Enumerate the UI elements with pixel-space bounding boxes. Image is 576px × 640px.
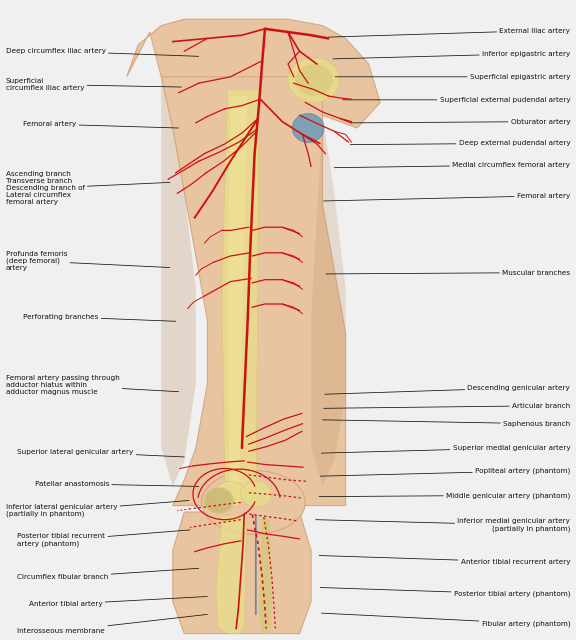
Text: Profunda femoris
(deep femoral)
artery: Profunda femoris (deep femoral) artery: [6, 251, 170, 271]
Polygon shape: [259, 518, 272, 634]
Text: Superior lateral genicular artery: Superior lateral genicular artery: [17, 449, 184, 457]
Polygon shape: [173, 512, 311, 634]
Text: Posterior tibial artery (phantom): Posterior tibial artery (phantom): [320, 588, 570, 597]
Text: Middle genicular artery (phantom): Middle genicular artery (phantom): [319, 492, 570, 499]
Text: Deep circumflex iliac artery: Deep circumflex iliac artery: [6, 48, 199, 56]
Text: Femoral artery passing through
adductor hiatus within
adductor magnus muscle: Femoral artery passing through adductor …: [6, 375, 179, 396]
Text: Patellar anastomosis: Patellar anastomosis: [35, 481, 199, 487]
Text: Popliteal artery (phantom): Popliteal artery (phantom): [320, 468, 570, 476]
Ellipse shape: [293, 114, 324, 143]
Text: Obturator artery: Obturator artery: [351, 118, 570, 125]
Ellipse shape: [202, 470, 305, 534]
Ellipse shape: [214, 481, 247, 507]
Text: Superior medial genicular artery: Superior medial genicular artery: [321, 445, 570, 453]
Polygon shape: [311, 115, 346, 486]
Text: Inferior epigastric artery: Inferior epigastric artery: [333, 51, 570, 59]
Polygon shape: [222, 90, 259, 499]
Polygon shape: [161, 77, 196, 486]
Text: Femoral artery: Femoral artery: [324, 193, 570, 201]
Text: Superficial epigastric artery: Superficial epigastric artery: [335, 74, 570, 80]
Ellipse shape: [288, 58, 340, 102]
Text: Fibular artery (phantom): Fibular artery (phantom): [321, 613, 570, 627]
Text: Inferior medial genicular artery
(partially in phantom): Inferior medial genicular artery (partia…: [316, 518, 570, 532]
Text: Muscular branches: Muscular branches: [326, 269, 570, 276]
Text: Perforating branches: Perforating branches: [23, 314, 176, 321]
Polygon shape: [216, 515, 247, 634]
Text: Anterior tibial artery: Anterior tibial artery: [29, 596, 207, 607]
Ellipse shape: [204, 488, 233, 513]
Polygon shape: [127, 19, 380, 128]
Text: Anterior tibial recurrent artery: Anterior tibial recurrent artery: [319, 556, 570, 565]
Text: Femoral artery: Femoral artery: [23, 121, 179, 128]
Polygon shape: [228, 96, 248, 493]
Text: Inferior lateral genicular artery
(partially in phantom): Inferior lateral genicular artery (parti…: [6, 500, 189, 518]
Text: Posterior tibial recurrent
artery (phantom): Posterior tibial recurrent artery (phant…: [17, 530, 190, 547]
Text: Superficial external pudendal artery: Superficial external pudendal artery: [343, 97, 570, 103]
Text: Articular branch: Articular branch: [324, 403, 570, 409]
Text: Saphenous branch: Saphenous branch: [323, 420, 570, 427]
Ellipse shape: [295, 64, 332, 96]
Text: Medial circumflex femoral artery: Medial circumflex femoral artery: [334, 162, 570, 168]
Text: Descending genicular artery: Descending genicular artery: [325, 385, 570, 394]
Text: External iliac artery: External iliac artery: [328, 28, 570, 37]
Polygon shape: [161, 77, 346, 506]
Text: Deep external pudendal artery: Deep external pudendal artery: [350, 140, 570, 147]
Text: Interosseous membrane: Interosseous membrane: [17, 614, 207, 634]
Text: Circumflex fibular branch: Circumflex fibular branch: [17, 568, 199, 580]
Ellipse shape: [241, 481, 272, 507]
Text: Superficial
circumflex iliac artery: Superficial circumflex iliac artery: [6, 78, 181, 91]
Text: Ascending branch
Transverse branch
Descending branch of
Lateral circumflex
femor: Ascending branch Transverse branch Desce…: [6, 171, 170, 205]
